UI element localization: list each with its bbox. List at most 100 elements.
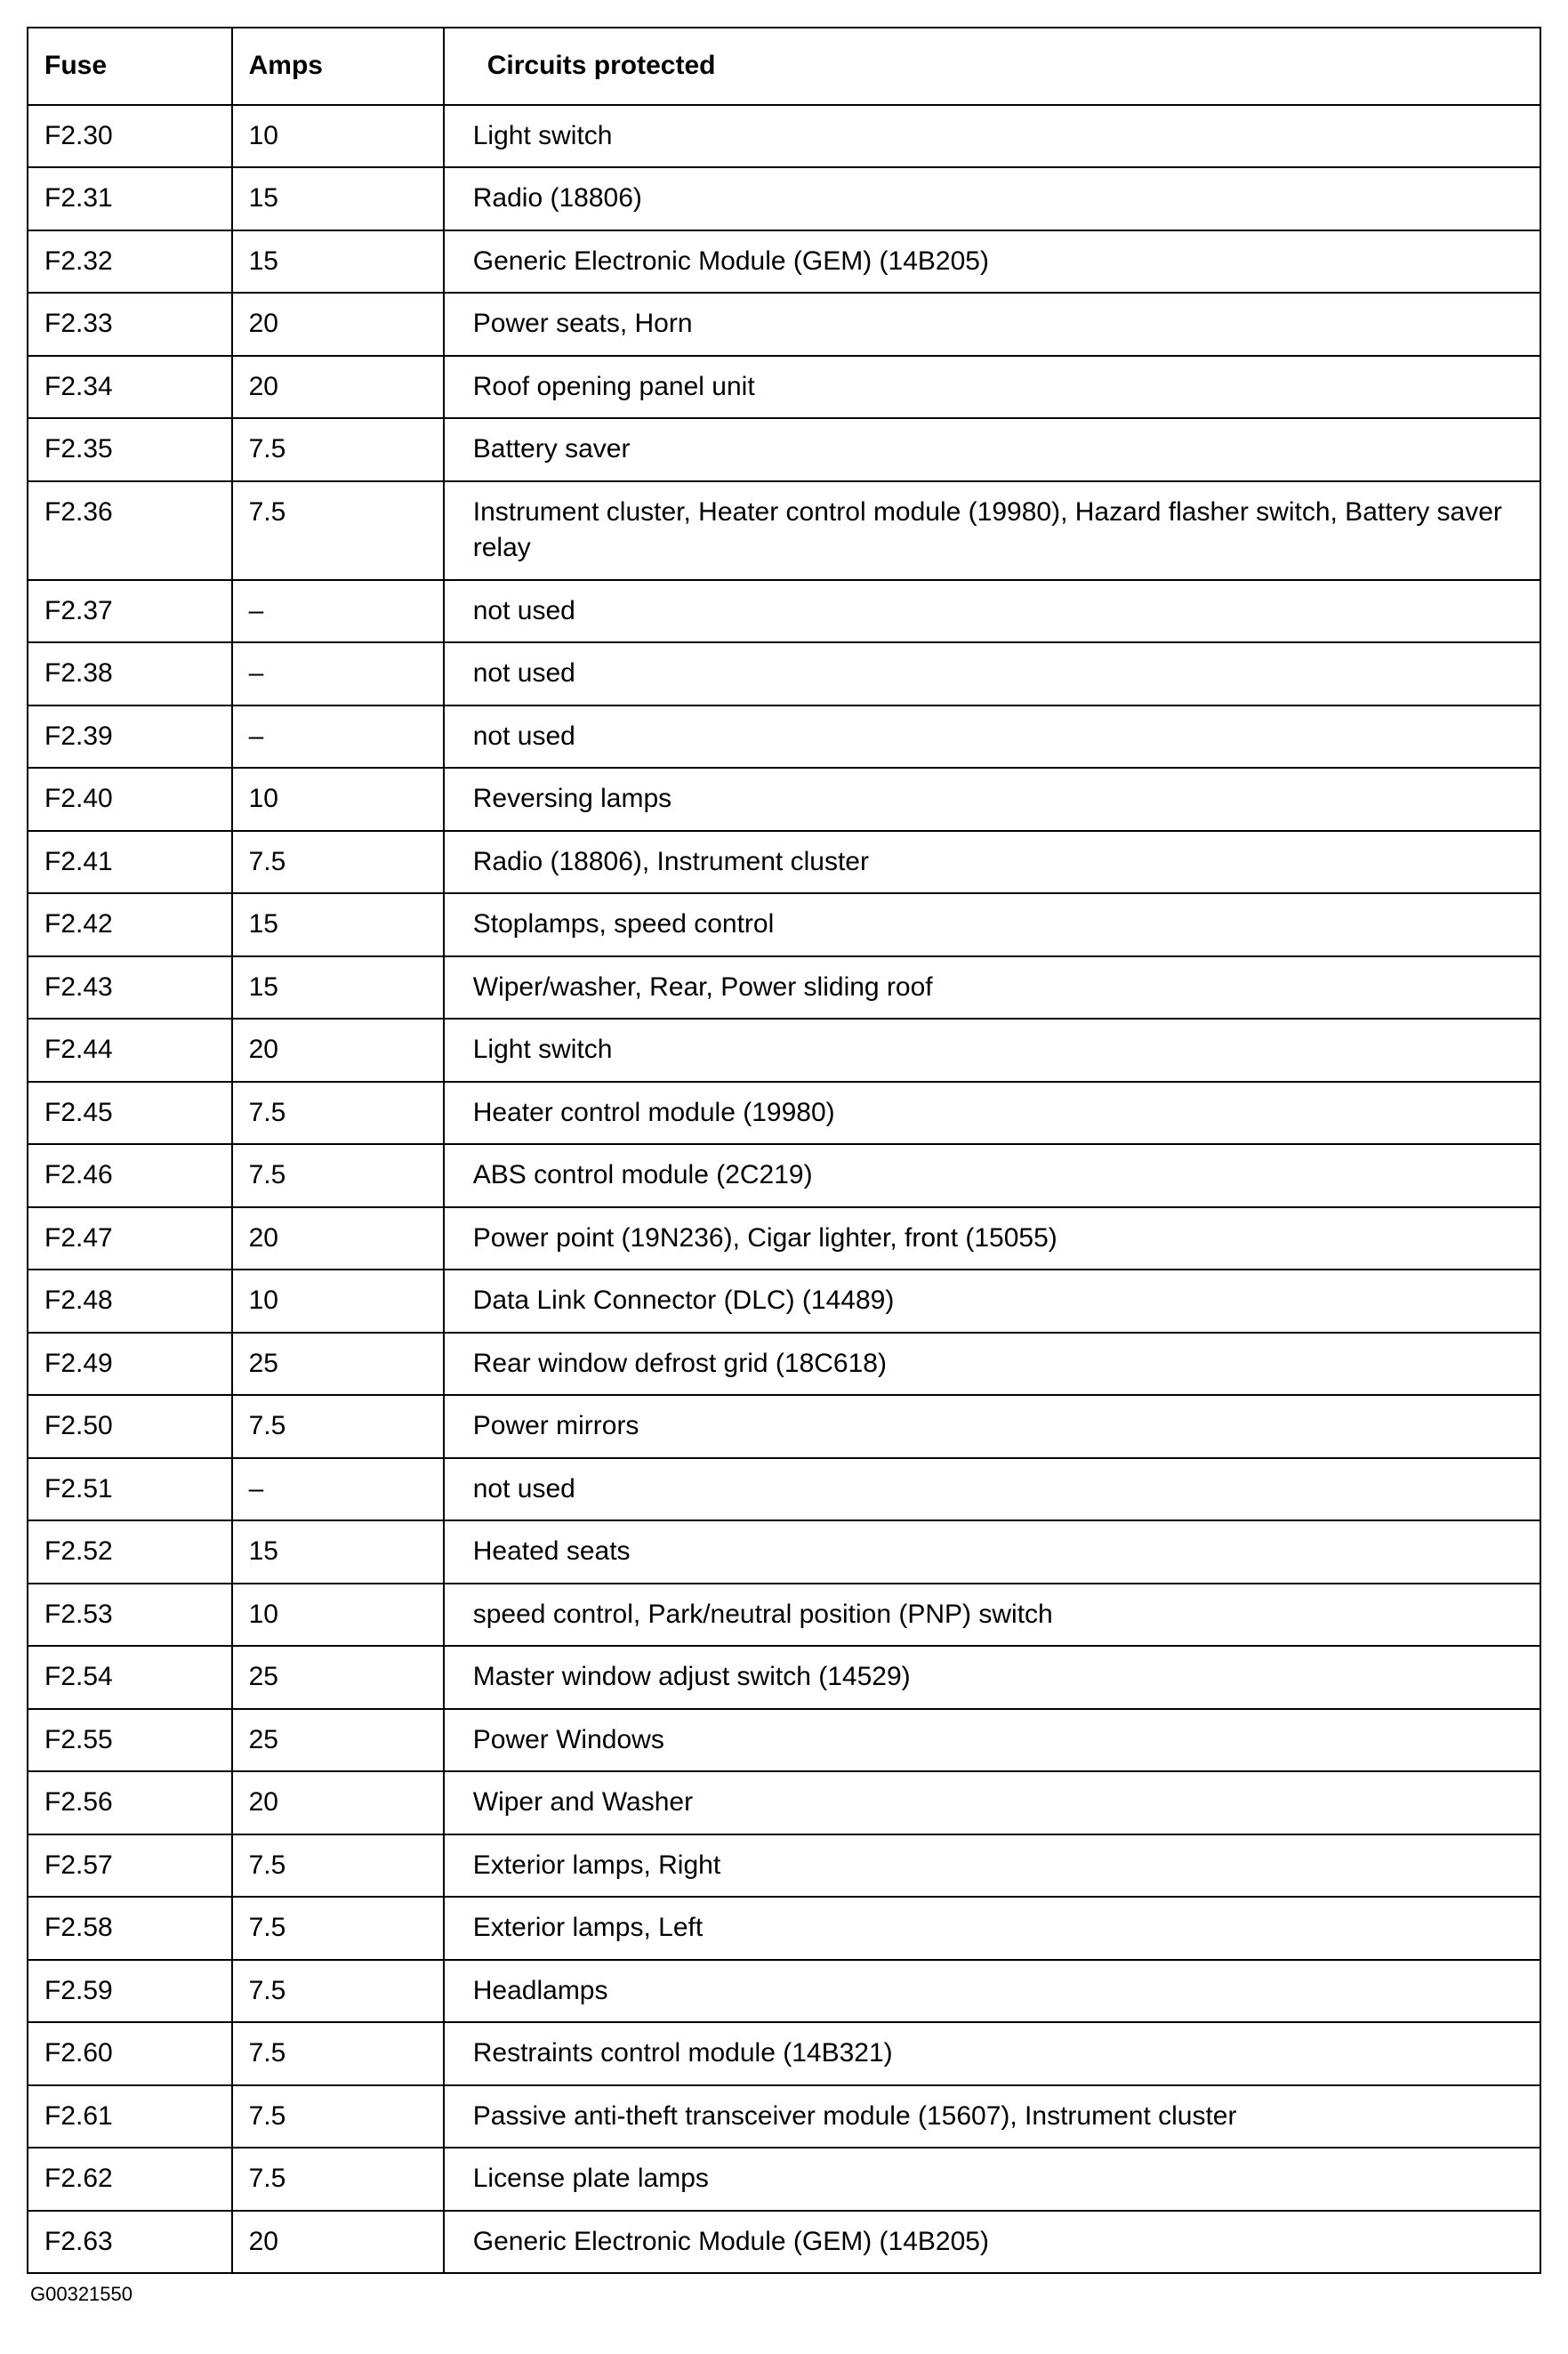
cell-fuse: F2.45 bbox=[28, 1082, 232, 1145]
col-header-amps: Amps bbox=[232, 28, 444, 105]
cell-circuits: Instrument cluster, Heater control modul… bbox=[444, 481, 1540, 580]
cell-fuse: F2.59 bbox=[28, 1960, 232, 2023]
cell-fuse: F2.46 bbox=[28, 1144, 232, 1207]
cell-fuse: F2.54 bbox=[28, 1646, 232, 1709]
cell-circuits: ABS control module (2C219) bbox=[444, 1144, 1540, 1207]
col-header-fuse: Fuse bbox=[28, 28, 232, 105]
table-row: F2.3010Light switch bbox=[28, 105, 1540, 168]
table-row: F2.4420Light switch bbox=[28, 1019, 1540, 1082]
cell-amps: 25 bbox=[232, 1646, 444, 1709]
cell-amps: 10 bbox=[232, 1584, 444, 1647]
cell-fuse: F2.55 bbox=[28, 1709, 232, 1772]
cell-amps: 7.5 bbox=[232, 1897, 444, 1960]
cell-fuse: F2.60 bbox=[28, 2022, 232, 2085]
cell-amps: 10 bbox=[232, 768, 444, 831]
table-row: F2.3420Roof opening panel unit bbox=[28, 356, 1540, 419]
table-row: F2.3215Generic Electronic Module (GEM) (… bbox=[28, 230, 1540, 294]
cell-circuits: Radio (18806), Instrument cluster bbox=[444, 831, 1540, 894]
table-row: F2.37–not used bbox=[28, 580, 1540, 643]
table-row: F2.417.5Radio (18806), Instrument cluste… bbox=[28, 831, 1540, 894]
table-row: F2.39–not used bbox=[28, 705, 1540, 769]
cell-circuits: not used bbox=[444, 1458, 1540, 1521]
cell-fuse: F2.58 bbox=[28, 1897, 232, 1960]
table-row: F2.467.5ABS control module (2C219) bbox=[28, 1144, 1540, 1207]
cell-circuits: Data Link Connector (DLC) (14489) bbox=[444, 1270, 1540, 1333]
cell-fuse: F2.38 bbox=[28, 642, 232, 705]
cell-fuse: F2.41 bbox=[28, 831, 232, 894]
cell-fuse: F2.53 bbox=[28, 1584, 232, 1647]
cell-circuits: Power Windows bbox=[444, 1709, 1540, 1772]
cell-amps: – bbox=[232, 642, 444, 705]
cell-fuse: F2.51 bbox=[28, 1458, 232, 1521]
table-row: F2.5425Master window adjust switch (1452… bbox=[28, 1646, 1540, 1709]
cell-fuse: F2.62 bbox=[28, 2148, 232, 2211]
cell-circuits: Battery saver bbox=[444, 418, 1540, 481]
cell-circuits: Radio (18806) bbox=[444, 167, 1540, 230]
cell-fuse: F2.48 bbox=[28, 1270, 232, 1333]
cell-fuse: F2.42 bbox=[28, 893, 232, 956]
table-row: F2.4925Rear window defrost grid (18C618) bbox=[28, 1333, 1540, 1396]
cell-fuse: F2.56 bbox=[28, 1771, 232, 1834]
cell-circuits: Roof opening panel unit bbox=[444, 356, 1540, 419]
cell-circuits: speed control, Park/neutral position (PN… bbox=[444, 1584, 1540, 1647]
cell-circuits: Light switch bbox=[444, 105, 1540, 168]
cell-circuits: Exterior lamps, Left bbox=[444, 1897, 1540, 1960]
table-row: F2.4215Stoplamps, speed control bbox=[28, 893, 1540, 956]
cell-fuse: F2.39 bbox=[28, 705, 232, 769]
cell-circuits: Generic Electronic Module (GEM) (14B205) bbox=[444, 230, 1540, 294]
cell-fuse: F2.52 bbox=[28, 1520, 232, 1584]
cell-circuits: not used bbox=[444, 642, 1540, 705]
cell-amps: 7.5 bbox=[232, 1395, 444, 1458]
col-header-circuits: Circuits protected bbox=[444, 28, 1540, 105]
cell-circuits: License plate lamps bbox=[444, 2148, 1540, 2211]
table-row: F2.4315Wiper/washer, Rear, Power sliding… bbox=[28, 956, 1540, 1020]
table-row: F2.357.5Battery saver bbox=[28, 418, 1540, 481]
cell-amps: 10 bbox=[232, 1270, 444, 1333]
cell-circuits: Rear window defrost grid (18C618) bbox=[444, 1333, 1540, 1396]
cell-circuits: Wiper/washer, Rear, Power sliding roof bbox=[444, 956, 1540, 1020]
table-row: F2.5525Power Windows bbox=[28, 1709, 1540, 1772]
cell-amps: 7.5 bbox=[232, 1144, 444, 1207]
cell-amps: 20 bbox=[232, 293, 444, 356]
table-header-row: Fuse Amps Circuits protected bbox=[28, 28, 1540, 105]
footer-id: G00321550 bbox=[30, 2283, 1541, 2306]
cell-amps: – bbox=[232, 705, 444, 769]
cell-amps: 15 bbox=[232, 1520, 444, 1584]
table-row: F2.457.5Heater control module (19980) bbox=[28, 1082, 1540, 1145]
table-row: F2.367.5Instrument cluster, Heater contr… bbox=[28, 481, 1540, 580]
table-row: F2.51–not used bbox=[28, 1458, 1540, 1521]
cell-fuse: F2.57 bbox=[28, 1834, 232, 1898]
table-row: F2.5620Wiper and Washer bbox=[28, 1771, 1540, 1834]
cell-amps: 25 bbox=[232, 1709, 444, 1772]
table-row: F2.3115Radio (18806) bbox=[28, 167, 1540, 230]
cell-fuse: F2.49 bbox=[28, 1333, 232, 1396]
cell-circuits: Passive anti-theft transceiver module (1… bbox=[444, 2085, 1540, 2148]
cell-amps: 20 bbox=[232, 1771, 444, 1834]
fuse-table: Fuse Amps Circuits protected F2.3010Ligh… bbox=[27, 27, 1541, 2274]
cell-amps: 20 bbox=[232, 1207, 444, 1270]
cell-amps: 25 bbox=[232, 1333, 444, 1396]
table-row: F2.587.5Exterior lamps, Left bbox=[28, 1897, 1540, 1960]
cell-amps: 15 bbox=[232, 167, 444, 230]
table-row: F2.627.5License plate lamps bbox=[28, 2148, 1540, 2211]
cell-fuse: F2.40 bbox=[28, 768, 232, 831]
cell-amps: 20 bbox=[232, 1019, 444, 1082]
cell-amps: – bbox=[232, 580, 444, 643]
cell-amps: 7.5 bbox=[232, 831, 444, 894]
cell-circuits: Power mirrors bbox=[444, 1395, 1540, 1458]
cell-circuits: Power point (19N236), Cigar lighter, fro… bbox=[444, 1207, 1540, 1270]
cell-amps: 7.5 bbox=[232, 2085, 444, 2148]
table-row: F2.4010Reversing lamps bbox=[28, 768, 1540, 831]
cell-amps: 7.5 bbox=[232, 1960, 444, 2023]
cell-amps: 15 bbox=[232, 956, 444, 1020]
cell-circuits: Exterior lamps, Right bbox=[444, 1834, 1540, 1898]
cell-fuse: F2.50 bbox=[28, 1395, 232, 1458]
cell-fuse: F2.63 bbox=[28, 2211, 232, 2274]
cell-amps: 20 bbox=[232, 356, 444, 419]
table-row: F2.3320Power seats, Horn bbox=[28, 293, 1540, 356]
table-row: F2.4810Data Link Connector (DLC) (14489) bbox=[28, 1270, 1540, 1333]
cell-amps: 7.5 bbox=[232, 481, 444, 580]
cell-amps: 15 bbox=[232, 230, 444, 294]
cell-amps: 15 bbox=[232, 893, 444, 956]
table-row: F2.597.5Headlamps bbox=[28, 1960, 1540, 2023]
